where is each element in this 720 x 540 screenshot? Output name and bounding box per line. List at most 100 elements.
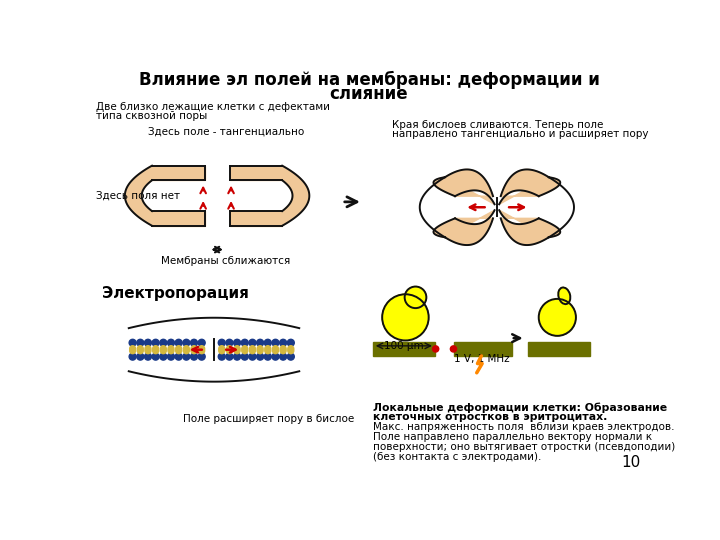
Circle shape bbox=[129, 339, 136, 346]
Polygon shape bbox=[230, 211, 282, 226]
Circle shape bbox=[249, 339, 256, 346]
Text: Поле расширяет пору в бислое: Поле расширяет пору в бислое bbox=[183, 414, 354, 423]
Polygon shape bbox=[230, 166, 282, 180]
Circle shape bbox=[279, 353, 287, 360]
Circle shape bbox=[175, 339, 182, 346]
Text: Электропорация: Электропорация bbox=[102, 286, 248, 301]
Circle shape bbox=[153, 346, 158, 352]
Circle shape bbox=[257, 346, 263, 352]
Circle shape bbox=[241, 353, 248, 360]
Circle shape bbox=[227, 346, 233, 352]
Circle shape bbox=[234, 346, 240, 352]
Circle shape bbox=[241, 339, 248, 346]
Polygon shape bbox=[528, 342, 590, 356]
Text: (без контакта с электродами).: (без контакта с электродами). bbox=[373, 452, 541, 462]
Circle shape bbox=[137, 339, 144, 346]
Polygon shape bbox=[454, 342, 513, 356]
Circle shape bbox=[175, 353, 182, 360]
Text: 10: 10 bbox=[621, 455, 640, 470]
Circle shape bbox=[382, 294, 428, 340]
Text: Края бислоев сливаются. Теперь поле: Края бислоев сливаются. Теперь поле bbox=[392, 120, 603, 130]
Circle shape bbox=[280, 348, 286, 354]
Circle shape bbox=[287, 339, 294, 346]
Circle shape bbox=[405, 287, 426, 308]
Circle shape bbox=[184, 348, 189, 354]
Text: слияние: слияние bbox=[330, 85, 408, 103]
Circle shape bbox=[176, 348, 181, 354]
Text: Здесь поля нет: Здесь поля нет bbox=[96, 191, 180, 201]
Circle shape bbox=[168, 353, 174, 360]
Circle shape bbox=[191, 339, 197, 346]
Circle shape bbox=[451, 346, 456, 352]
Circle shape bbox=[233, 339, 240, 346]
Circle shape bbox=[288, 346, 294, 352]
Circle shape bbox=[219, 346, 225, 352]
Circle shape bbox=[198, 353, 205, 360]
Circle shape bbox=[265, 348, 271, 354]
Circle shape bbox=[168, 339, 174, 346]
Circle shape bbox=[249, 348, 256, 354]
Circle shape bbox=[199, 348, 204, 354]
Circle shape bbox=[539, 299, 576, 336]
Circle shape bbox=[145, 339, 151, 346]
Text: 100 μm: 100 μm bbox=[384, 341, 423, 351]
Circle shape bbox=[272, 353, 279, 360]
Circle shape bbox=[138, 346, 143, 352]
Text: типа сквозной поры: типа сквозной поры bbox=[96, 111, 207, 121]
Text: Здесь поле - тангенциально: Здесь поле - тангенциально bbox=[148, 126, 304, 137]
Circle shape bbox=[183, 339, 190, 346]
Circle shape bbox=[161, 346, 166, 352]
Circle shape bbox=[145, 353, 151, 360]
Circle shape bbox=[279, 339, 287, 346]
Circle shape bbox=[191, 353, 197, 360]
Text: направлено тангенциально и расширяет пору: направлено тангенциально и расширяет пор… bbox=[392, 130, 649, 139]
Circle shape bbox=[198, 339, 205, 346]
Text: Влияние эл полей на мембраны: деформации и: Влияние эл полей на мембраны: деформации… bbox=[138, 71, 600, 89]
Polygon shape bbox=[152, 166, 204, 180]
Text: Макс. напряженность поля  вблизи краев электродов.: Макс. напряженность поля вблизи краев эл… bbox=[373, 422, 675, 432]
Circle shape bbox=[272, 346, 279, 352]
Circle shape bbox=[129, 353, 136, 360]
Polygon shape bbox=[433, 170, 495, 204]
Circle shape bbox=[152, 339, 159, 346]
Polygon shape bbox=[499, 170, 560, 204]
Circle shape bbox=[145, 348, 151, 354]
Circle shape bbox=[160, 353, 167, 360]
Text: клеточных отростков в эритроцитах.: клеточных отростков в эритроцитах. bbox=[373, 412, 607, 422]
Circle shape bbox=[242, 348, 248, 354]
Text: поверхности; оно вытягивает отростки (псевдоподии): поверхности; оно вытягивает отростки (пс… bbox=[373, 442, 675, 452]
Circle shape bbox=[152, 353, 159, 360]
Circle shape bbox=[257, 348, 263, 354]
Circle shape bbox=[168, 346, 174, 352]
Circle shape bbox=[176, 346, 181, 352]
Circle shape bbox=[226, 353, 233, 360]
Circle shape bbox=[242, 346, 248, 352]
Circle shape bbox=[234, 348, 240, 354]
Circle shape bbox=[199, 346, 204, 352]
Circle shape bbox=[433, 346, 438, 352]
Polygon shape bbox=[499, 210, 560, 245]
Circle shape bbox=[145, 346, 151, 352]
Circle shape bbox=[264, 339, 271, 346]
Circle shape bbox=[183, 353, 190, 360]
Circle shape bbox=[161, 348, 166, 354]
Circle shape bbox=[226, 339, 233, 346]
Ellipse shape bbox=[558, 287, 570, 304]
Polygon shape bbox=[282, 166, 310, 226]
Circle shape bbox=[272, 348, 279, 354]
Circle shape bbox=[168, 348, 174, 354]
Polygon shape bbox=[125, 166, 152, 226]
Circle shape bbox=[137, 353, 144, 360]
Text: 1 V, 1 MHz: 1 V, 1 MHz bbox=[454, 354, 509, 363]
Circle shape bbox=[288, 348, 294, 354]
Circle shape bbox=[227, 348, 233, 354]
Circle shape bbox=[249, 346, 256, 352]
Circle shape bbox=[153, 348, 158, 354]
Text: Поле направлено параллельно вектору нормали к: Поле направлено параллельно вектору норм… bbox=[373, 432, 652, 442]
Circle shape bbox=[265, 346, 271, 352]
Circle shape bbox=[249, 353, 256, 360]
Circle shape bbox=[191, 348, 197, 354]
Polygon shape bbox=[373, 342, 435, 356]
Circle shape bbox=[130, 346, 135, 352]
Circle shape bbox=[280, 346, 286, 352]
